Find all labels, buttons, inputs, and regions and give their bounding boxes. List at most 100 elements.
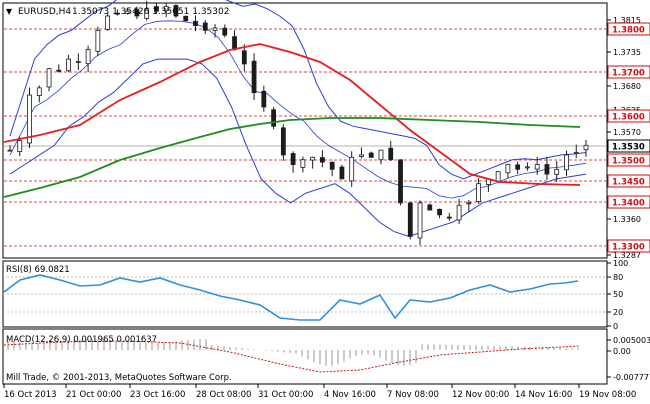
candle-body bbox=[544, 164, 550, 175]
candle-body bbox=[27, 94, 32, 144]
candle-body bbox=[183, 15, 189, 22]
candle-body bbox=[300, 159, 306, 168]
candle-body bbox=[105, 15, 111, 30]
candle-body bbox=[505, 164, 511, 174]
price-level-label: 1.3500 bbox=[612, 157, 645, 167]
candle-body bbox=[173, 5, 179, 17]
candle-body bbox=[85, 49, 91, 65]
moving-averages bbox=[3, 43, 581, 198]
candle-body bbox=[437, 208, 442, 216]
price-level-box bbox=[607, 109, 650, 123]
price-level-label: 1.3800 bbox=[612, 26, 645, 36]
macd-label: MACD(12,26,9) 0.001965 0.001637 bbox=[6, 335, 157, 345]
bollinger-upper bbox=[9, 0, 587, 180]
ohlc-values: 1.35073 1.35426 1.35051 1.35302 bbox=[72, 7, 229, 17]
candle-body bbox=[339, 166, 345, 180]
price-axis-label: 1.3680 bbox=[613, 82, 641, 91]
macd-histogram bbox=[7, 339, 579, 366]
candle-body bbox=[329, 161, 335, 170]
price-level-box bbox=[607, 239, 650, 253]
candle-body bbox=[466, 202, 472, 205]
candle-body bbox=[95, 29, 101, 52]
time-axis-label: 28 Oct 08:00 bbox=[196, 390, 251, 400]
price-panel[interactable]: ▼ EURUSD,H4 1.35073 1.35426 1.35051 1.35… bbox=[2, 0, 608, 259]
bollinger-lower bbox=[9, 58, 587, 237]
price-axis-label: 1.3570 bbox=[613, 128, 641, 137]
candle-body bbox=[7, 149, 13, 152]
price-axis-label: 1.3735 bbox=[613, 48, 641, 57]
candle-body bbox=[66, 58, 71, 72]
rsi-axis-label: 50 bbox=[613, 290, 623, 299]
macd-panel-frame bbox=[2, 328, 608, 385]
candle-body bbox=[56, 69, 62, 72]
price-axis-label: 1.3360 bbox=[613, 215, 641, 224]
candle-body bbox=[378, 149, 384, 161]
candle-body bbox=[222, 27, 228, 36]
macd-panel[interactable]: MACD(12,26,9) 0.001965 0.001637 Mill Tra… bbox=[2, 328, 608, 385]
time-axis-label: 7 Nov 08:00 bbox=[387, 390, 439, 400]
candle-body bbox=[36, 87, 42, 96]
bollinger-middle bbox=[9, 20, 587, 199]
time-axis: 16 Oct 2013 21 Oct 00:00 23 Oct 16:00 28 Oc… bbox=[3, 384, 636, 400]
time-axis-label: 19 Nov 08:00 bbox=[579, 390, 636, 400]
candle-body bbox=[417, 202, 423, 239]
macd-axis-label: 0.005003 bbox=[613, 336, 650, 345]
symbol-timeframe: EURUSD,H4 bbox=[18, 7, 71, 17]
price-axis-label: 1.3815 bbox=[613, 16, 641, 25]
current-price-box bbox=[607, 139, 650, 153]
time-axis-label: 21 Oct 00:00 bbox=[66, 390, 121, 400]
price-level-box bbox=[607, 22, 650, 36]
price-level-box bbox=[607, 174, 650, 188]
rsi-axis-label: 100 bbox=[613, 259, 628, 268]
candle-body bbox=[310, 156, 316, 161]
rsi-axis-label: 80 bbox=[613, 273, 623, 282]
candle-body bbox=[241, 50, 247, 65]
rsi-axis-label: 20 bbox=[613, 308, 623, 317]
candle-body bbox=[154, 6, 159, 12]
candle-body bbox=[573, 152, 579, 154]
candle-body bbox=[476, 183, 482, 203]
candle-body bbox=[525, 166, 530, 169]
fast-moving-average bbox=[3, 43, 581, 186]
candle-body bbox=[583, 144, 589, 151]
time-axis-label: 14 Nov 16:00 bbox=[515, 390, 572, 400]
rsi-line bbox=[3, 274, 579, 321]
candle-body bbox=[17, 140, 23, 153]
candle-body bbox=[534, 164, 540, 170]
candle-body bbox=[114, 12, 120, 15]
candle-body bbox=[388, 147, 394, 161]
candle-body bbox=[320, 157, 325, 163]
time-axis-label: 23 Oct 16:00 bbox=[130, 390, 185, 400]
candle-body bbox=[554, 168, 560, 175]
candle-body bbox=[163, 5, 169, 11]
candle-body bbox=[495, 171, 501, 182]
slow-moving-average bbox=[3, 117, 581, 198]
price-axis: 1.38151.37901.37351.37001.36801.36251.36… bbox=[607, 16, 650, 260]
price-level-label: 1.3600 bbox=[612, 113, 645, 123]
price-level-label: 1.3400 bbox=[612, 199, 645, 209]
candle-body bbox=[368, 152, 374, 158]
rsi-axis: 100 80 50 20 0 bbox=[607, 259, 628, 331]
candle-body bbox=[446, 216, 452, 219]
dropdown-arrow[interactable]: ▼ bbox=[6, 7, 13, 16]
candle-body bbox=[124, 10, 130, 14]
candle-body bbox=[144, 8, 150, 19]
candle-body bbox=[202, 22, 208, 31]
candle-body bbox=[290, 153, 296, 165]
macd-axis-label: 0.00 bbox=[613, 347, 631, 356]
price-axis-label: 1.3287 bbox=[613, 251, 641, 260]
candle-body bbox=[427, 204, 433, 211]
macd-signal-line bbox=[3, 340, 581, 373]
candle-body bbox=[398, 159, 403, 204]
candle-body bbox=[280, 127, 286, 156]
price-level-label: 1.3700 bbox=[612, 69, 645, 79]
candle-body bbox=[407, 202, 413, 237]
price-level-label: 1.3530 bbox=[612, 143, 645, 153]
candle-body bbox=[359, 154, 364, 157]
bollinger-bands bbox=[9, 0, 587, 237]
candle-body bbox=[193, 20, 198, 26]
rsi-label: RSI(8) 69.0821 bbox=[6, 265, 70, 275]
time-axis-label: 31 Oct 00:00 bbox=[258, 390, 313, 400]
